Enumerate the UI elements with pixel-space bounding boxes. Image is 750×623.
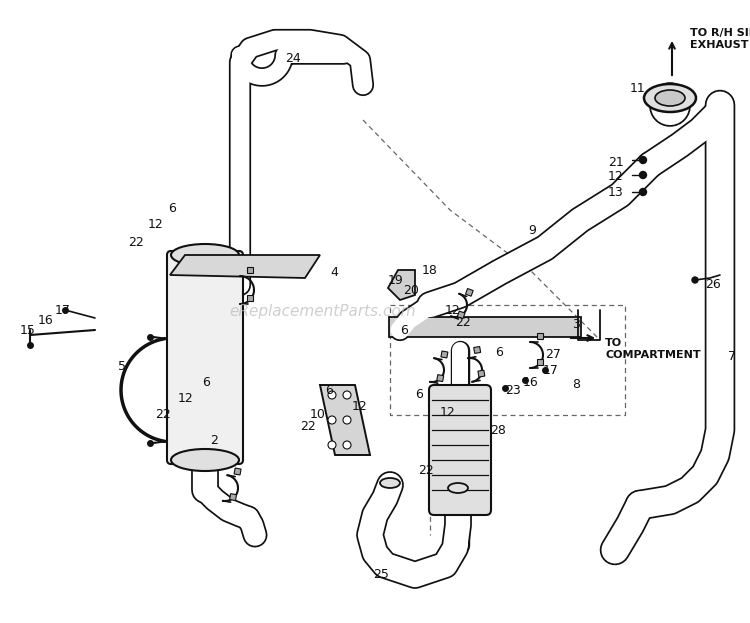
Text: 11: 11 bbox=[630, 82, 646, 95]
Ellipse shape bbox=[328, 441, 336, 449]
Text: 25: 25 bbox=[373, 569, 388, 581]
Polygon shape bbox=[170, 255, 320, 278]
FancyBboxPatch shape bbox=[429, 385, 491, 515]
Bar bbox=[478, 370, 484, 377]
Text: 20: 20 bbox=[403, 283, 418, 297]
Text: 6: 6 bbox=[202, 376, 210, 389]
Text: 12: 12 bbox=[440, 406, 456, 419]
Text: 22: 22 bbox=[300, 421, 316, 434]
Text: 6: 6 bbox=[168, 201, 176, 214]
Ellipse shape bbox=[328, 416, 336, 424]
Text: 13: 13 bbox=[608, 186, 624, 199]
Text: 23: 23 bbox=[505, 384, 520, 396]
FancyBboxPatch shape bbox=[389, 317, 581, 337]
Text: 7: 7 bbox=[728, 351, 736, 363]
Text: 15: 15 bbox=[20, 323, 36, 336]
Polygon shape bbox=[388, 270, 415, 300]
Text: 12: 12 bbox=[608, 169, 624, 183]
Circle shape bbox=[692, 277, 698, 283]
Text: TO R/H SIDE
EXHAUST MANIFOLD: TO R/H SIDE EXHAUST MANIFOLD bbox=[690, 28, 750, 50]
Text: 21: 21 bbox=[608, 156, 624, 168]
Text: 22: 22 bbox=[455, 315, 471, 328]
Circle shape bbox=[640, 171, 646, 179]
Ellipse shape bbox=[328, 391, 336, 399]
Ellipse shape bbox=[343, 441, 351, 449]
Text: 27: 27 bbox=[545, 348, 561, 361]
Text: 16: 16 bbox=[38, 315, 54, 328]
Text: 3: 3 bbox=[572, 318, 580, 331]
Ellipse shape bbox=[644, 84, 696, 112]
Bar bbox=[537, 333, 543, 339]
Text: 9: 9 bbox=[528, 224, 536, 237]
Circle shape bbox=[640, 189, 646, 196]
Text: 6: 6 bbox=[415, 389, 423, 401]
Text: 22: 22 bbox=[155, 409, 171, 422]
Bar bbox=[537, 359, 543, 365]
Text: 22: 22 bbox=[128, 237, 144, 249]
Bar bbox=[247, 295, 253, 301]
Polygon shape bbox=[320, 385, 370, 455]
Bar bbox=[247, 267, 253, 273]
Bar bbox=[441, 351, 448, 358]
Ellipse shape bbox=[655, 90, 685, 106]
Text: 17: 17 bbox=[543, 363, 559, 376]
Text: 4: 4 bbox=[330, 265, 338, 278]
Text: 6: 6 bbox=[325, 384, 333, 396]
Bar bbox=[466, 288, 473, 296]
Text: 10: 10 bbox=[310, 409, 326, 422]
Text: 12: 12 bbox=[445, 303, 460, 316]
Text: 6: 6 bbox=[400, 323, 408, 336]
Circle shape bbox=[640, 156, 646, 163]
Text: 16: 16 bbox=[523, 376, 538, 389]
Text: 5: 5 bbox=[118, 361, 126, 374]
Text: 18: 18 bbox=[422, 264, 438, 277]
Text: 12: 12 bbox=[178, 391, 194, 404]
Text: 12: 12 bbox=[352, 401, 368, 414]
Ellipse shape bbox=[171, 449, 239, 471]
Bar bbox=[436, 374, 444, 382]
Text: 28: 28 bbox=[490, 424, 506, 437]
Text: 19: 19 bbox=[388, 273, 404, 287]
Text: 8: 8 bbox=[572, 379, 580, 391]
Text: 22: 22 bbox=[418, 464, 434, 477]
Text: 2: 2 bbox=[210, 434, 218, 447]
Bar bbox=[474, 346, 481, 353]
Text: eReplacementParts.com: eReplacementParts.com bbox=[230, 304, 416, 319]
Ellipse shape bbox=[380, 478, 400, 488]
Text: 26: 26 bbox=[705, 278, 721, 292]
Ellipse shape bbox=[343, 416, 351, 424]
Text: 24: 24 bbox=[285, 52, 301, 65]
Ellipse shape bbox=[343, 391, 351, 399]
Text: 12: 12 bbox=[148, 217, 164, 231]
FancyBboxPatch shape bbox=[167, 251, 243, 464]
Ellipse shape bbox=[448, 483, 468, 493]
Bar bbox=[458, 311, 465, 319]
Bar bbox=[234, 468, 241, 475]
Bar bbox=[230, 493, 236, 501]
Text: 17: 17 bbox=[55, 303, 70, 316]
Text: 6: 6 bbox=[495, 346, 502, 358]
Ellipse shape bbox=[171, 244, 239, 266]
Text: TO
COMPARTMENT: TO COMPARTMENT bbox=[605, 338, 700, 359]
